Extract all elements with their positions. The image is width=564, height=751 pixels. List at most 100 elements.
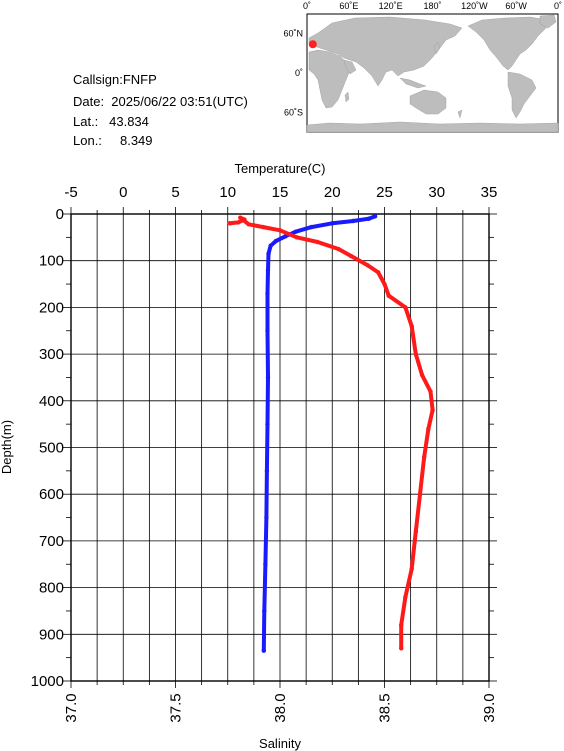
temperature-data-point (265, 267, 271, 273)
depth-tick-label: 600 (39, 486, 64, 503)
map-longitude-label: 0˚ (554, 1, 562, 11)
depth-tick-label: 900 (39, 626, 64, 643)
temperature-data-point (262, 608, 267, 614)
callsign-text: Callsign:FNFP (73, 72, 157, 87)
salinity-tick-label: 37.0 (63, 693, 80, 722)
salinity-data-point (417, 492, 423, 497)
temperature-profile-line (261, 214, 378, 653)
salinity-data-point (413, 529, 419, 534)
temperature-axis-label: Temperature(C) (234, 161, 325, 176)
salinity-data-point (236, 220, 241, 225)
salinity-axis-label: Salinity (259, 736, 301, 751)
salinity-data-point (403, 594, 408, 600)
salinity-data-point (376, 270, 381, 275)
longitude-text: Lon.: 8.349 (73, 133, 153, 148)
salinity-data-point (386, 293, 391, 298)
salinity-data-point (426, 426, 431, 432)
salinity-data-point (409, 566, 414, 572)
salinity-data-point (382, 281, 387, 287)
salinity-data-point (399, 622, 404, 628)
temperature-data-point (293, 229, 298, 234)
map-latitude-label: 0˚ (295, 68, 303, 78)
temperature-tick-label: -5 (64, 184, 77, 201)
temperature-tick-label: 5 (171, 184, 179, 201)
temperature-data-point (283, 234, 288, 239)
temperature-tick-label: 35 (481, 184, 498, 201)
temperature-data-point (372, 214, 378, 219)
map-land (306, 14, 559, 133)
map-longitude-label: 120˚W (461, 1, 488, 11)
temperature-data-point (350, 218, 356, 224)
depth-tick-label: 300 (39, 346, 64, 363)
map-latitude-label: 60˚S (284, 107, 303, 117)
depth-tick-label: 700 (39, 533, 64, 550)
map-longitude-label: 120˚E (379, 1, 403, 11)
temperature-data-point (266, 251, 271, 256)
temperature-data-point (330, 221, 335, 226)
depth-tick-label: 500 (39, 440, 64, 457)
map-longitude-label: 180˚ (423, 1, 441, 11)
map-longitude-label: 60˚E (339, 1, 358, 11)
salinity-data-point (419, 372, 425, 378)
temperature-data-point (265, 291, 270, 296)
depth-tick-label: 800 (39, 580, 64, 597)
salinity-data-point (277, 228, 283, 233)
depth-axis-label: Depth(m) (0, 420, 14, 474)
salinity-tick-label: 38.5 (377, 693, 394, 722)
temperature-data-point (261, 648, 267, 653)
map-longitude-labels: 0˚ 60˚E 120˚E 180˚ 120˚W 60˚W 0˚ (303, 1, 562, 11)
salinity-data-point (413, 351, 419, 357)
salinity-tick-label: 39.0 (481, 693, 498, 722)
temperature-tick-labels: -5 0 5 10 15 20 25 30 35 (64, 184, 497, 201)
depth-tick-label: 100 (39, 253, 64, 270)
salinity-data-point (403, 305, 408, 310)
data-series (227, 214, 435, 653)
temperature-tick-label: 15 (272, 184, 289, 201)
plot-frame (70, 213, 490, 682)
date-text: Date: 2025/06/22 03:51(UTC) (73, 94, 248, 109)
temperature-tick-label: 0 (119, 184, 127, 201)
salinity-data-point (348, 253, 354, 259)
salinity-data-point (242, 217, 247, 222)
salinity-data-point (238, 215, 243, 220)
temperature-data-point (273, 238, 279, 244)
salinity-data-point (422, 454, 427, 460)
depth-tick-label: 0 (56, 206, 64, 223)
salinity-data-point (336, 246, 341, 252)
temperature-data-point (263, 562, 268, 567)
profile-plot: -5 0 5 10 15 20 25 30 35 01002003004005006007008… (0, 161, 498, 751)
salinity-tick-label: 38.0 (272, 693, 289, 722)
temperature-data-point (264, 468, 270, 474)
salinity-data-point (430, 407, 435, 413)
map-latitude-label: 60˚N (283, 29, 303, 39)
temperature-data-point (366, 216, 372, 221)
salinity-data-point (294, 235, 299, 240)
latitude-text: Lat.: 43.834 (73, 114, 149, 129)
map-latitude-labels: 60˚N 0˚ 60˚S (283, 29, 303, 118)
salinity-data-point (365, 263, 370, 268)
map-longitude-label: 0˚ (303, 1, 311, 11)
salinity-data-point (261, 224, 266, 230)
salinity-tick-labels: 37.0 37.5 38.0 38.5 39.0 (63, 693, 498, 722)
salinity-data-point (399, 646, 404, 651)
temperature-data-point (265, 328, 270, 333)
salinity-profile-line (227, 215, 435, 651)
temperature-data-point (265, 375, 271, 380)
temperature-tick-label: 25 (376, 184, 393, 201)
world-map: 0˚ 60˚E 120˚E 180˚ 120˚W 60˚W 0˚ 60˚N 0˚ 60˚S (283, 1, 562, 133)
salinity-data-point (409, 323, 414, 329)
temperature-data-point (309, 224, 314, 230)
temperature-tick-label: 30 (428, 184, 445, 201)
depth-tick-labels: 0 100 200 300 400 500 600 700 800 900 1000 (31, 206, 64, 690)
temperature-tick-label: 10 (219, 184, 236, 201)
temperature-data-point (268, 243, 273, 248)
salinity-data-point (246, 222, 251, 227)
depth-tick-label: 1000 (31, 673, 64, 690)
temperature-data-point (265, 421, 270, 427)
salinity-data-point (315, 239, 320, 245)
salinity-data-point (428, 389, 433, 394)
salinity-data-point (227, 221, 233, 226)
depth-tick-label: 400 (39, 393, 64, 410)
map-longitude-label: 60˚W (505, 1, 527, 11)
